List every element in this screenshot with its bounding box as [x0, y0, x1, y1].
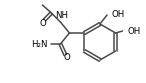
Text: O: O — [63, 54, 70, 62]
Text: H₂N: H₂N — [31, 40, 47, 48]
Text: OH: OH — [128, 26, 141, 36]
Text: NH: NH — [55, 11, 68, 20]
Text: O: O — [39, 19, 46, 27]
Text: OH: OH — [112, 9, 125, 19]
